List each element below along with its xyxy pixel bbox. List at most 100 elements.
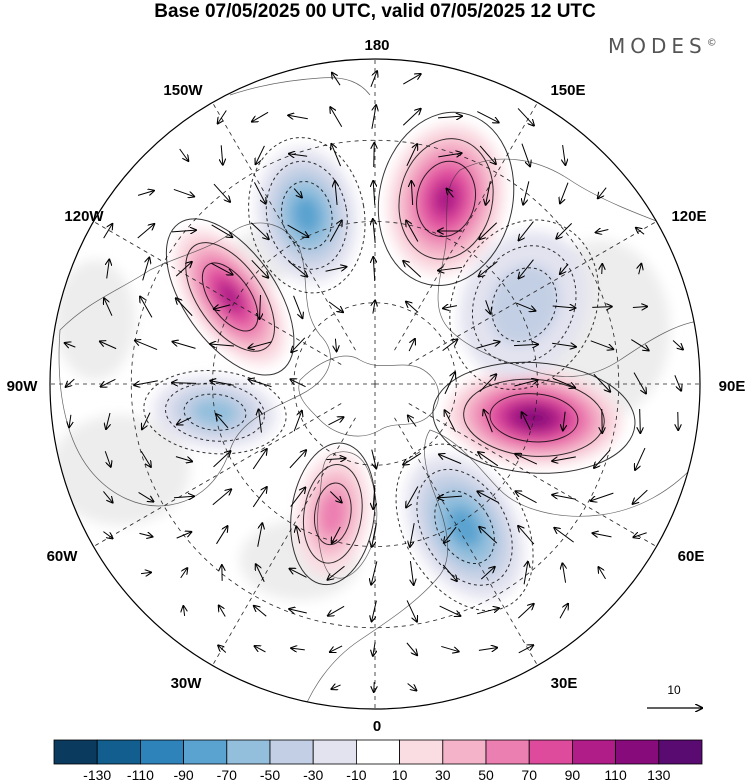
wind-arrow	[479, 374, 497, 393]
colorbar-tick-label: -50	[260, 767, 280, 783]
contour-line	[489, 393, 579, 443]
wind-arrow	[329, 491, 341, 503]
anomaly-ring	[217, 281, 243, 313]
wind-arrow	[100, 341, 117, 350]
wind-arrow	[180, 568, 188, 579]
wind-arrow	[329, 220, 342, 242]
colorbar-tick-label: -70	[217, 767, 237, 783]
wind-arrow	[221, 145, 223, 164]
wind-arrow	[374, 143, 375, 168]
wind-arrow	[442, 339, 458, 352]
lon-label-60e: 60E	[678, 548, 705, 565]
wind-arrow	[325, 267, 347, 272]
wind-arrow	[335, 338, 336, 352]
wind-arrow	[296, 527, 299, 544]
wind-arrow	[211, 224, 233, 237]
wind-arrow	[515, 454, 538, 465]
wind-arrow	[101, 378, 116, 386]
wind-arrow	[289, 154, 308, 157]
wind-arrow	[293, 411, 302, 432]
wind-arrow	[293, 188, 302, 198]
wind-arrow	[248, 341, 272, 348]
wind-arrow	[563, 144, 566, 165]
wind-arrow	[371, 105, 376, 129]
wind-arrow	[289, 609, 307, 613]
wind-arrow	[257, 523, 263, 547]
wind-arrow	[517, 604, 533, 619]
wind-arrow	[330, 645, 343, 652]
wind-arrow	[288, 260, 308, 276]
wind-arrow	[560, 263, 569, 274]
coastline-3	[299, 429, 700, 709]
wind-arrow	[254, 606, 267, 617]
wind-arrow	[331, 144, 342, 167]
wind-arrow	[445, 410, 456, 432]
wind-arrow	[591, 492, 614, 501]
anomaly-positive-7	[387, 123, 505, 275]
colorbar-tick-label: 70	[521, 767, 537, 783]
wind-arrow	[252, 449, 267, 470]
wind-arrow	[256, 564, 265, 582]
wind-vectors	[65, 71, 683, 692]
wind-arrow	[406, 302, 419, 313]
contour-line	[491, 267, 558, 343]
brand-name: MODES	[608, 34, 707, 58]
wind-arrow	[66, 378, 75, 387]
wind-arrow	[407, 683, 417, 691]
chart-title: Base 07/05/2025 00 UTC, valid 07/05/2025…	[154, 1, 596, 22]
wind-arrow	[256, 145, 265, 164]
wind-arrow	[439, 454, 462, 465]
colorbar-bin-1	[96, 739, 141, 765]
colorbar-tick-label: -90	[173, 767, 193, 783]
wind-arrow	[514, 380, 537, 387]
neutral-patch-4	[55, 260, 135, 380]
colorbar-tick-label: 30	[435, 767, 451, 783]
wind-arrow	[402, 109, 420, 126]
wind-arrow	[140, 450, 151, 467]
wind-arrow	[106, 412, 110, 429]
wind-arrow	[373, 642, 375, 656]
wind-arrow	[406, 600, 417, 621]
wind-arrow	[444, 526, 457, 543]
wind-arrow	[408, 339, 415, 352]
wind-arrow	[259, 409, 262, 433]
wind-arrow	[216, 526, 227, 545]
wind-arrow	[443, 306, 458, 309]
lon-label-0: 0	[373, 718, 381, 735]
contour-line	[165, 218, 295, 376]
wind-arrow	[289, 450, 306, 469]
modes-logo: MODES©	[608, 34, 717, 58]
colorbar-tick-label: 110	[604, 767, 627, 783]
wind-arrow	[406, 642, 417, 655]
wind-arrow	[210, 381, 234, 386]
copyright-mark: ©	[706, 37, 717, 49]
wind-arrow	[640, 408, 641, 433]
wind-arrow	[486, 300, 491, 313]
wind-arrow	[517, 108, 534, 125]
contour-line	[416, 468, 513, 586]
colorbar-bin-5	[269, 739, 314, 765]
colorbar-bin-14	[658, 739, 703, 765]
wind-arrow	[518, 526, 535, 545]
lon-label-60w: 60W	[47, 548, 79, 565]
wind-arrow	[633, 533, 647, 538]
wind-arrow	[373, 219, 375, 243]
wind-arrow	[137, 191, 154, 196]
wind-arrow	[480, 567, 494, 580]
wind-arrow	[291, 648, 305, 650]
wind-arrow	[593, 373, 610, 392]
wind-arrow	[213, 451, 231, 468]
wind-arrow	[560, 182, 569, 204]
reference-vector-label: 10	[667, 683, 681, 697]
contour-line	[185, 242, 276, 352]
wind-arrow	[476, 608, 499, 615]
wind-arrow	[326, 458, 345, 459]
wind-arrow	[138, 491, 154, 501]
wind-arrow	[373, 181, 375, 206]
wind-arrow	[373, 300, 375, 314]
wind-arrow	[288, 115, 308, 118]
wind-arrow	[328, 565, 345, 580]
wind-arrow	[522, 412, 531, 431]
wind-arrow	[439, 605, 461, 616]
